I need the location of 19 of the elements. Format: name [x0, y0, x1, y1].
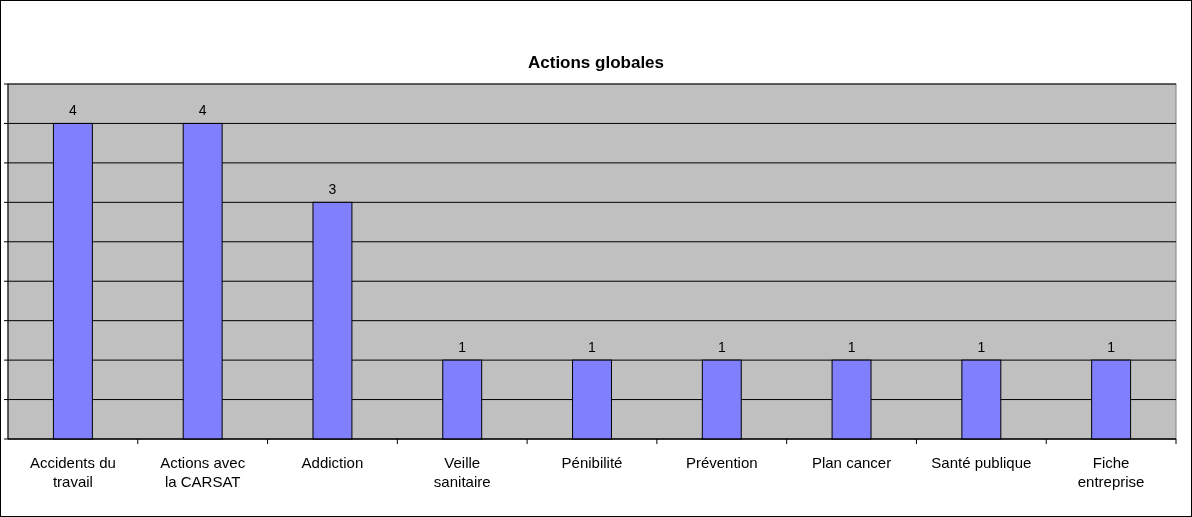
x-tick-label: Addiction [301, 454, 364, 471]
data-label: 4 [198, 102, 207, 119]
x-tick-label: Pénibilité [561, 454, 623, 471]
x-tick-label: Fiche entreprise [1077, 454, 1145, 490]
x-tick-label: Veille sanitaire [433, 454, 491, 490]
x-tick-label: Prévention [685, 454, 758, 471]
data-label: 1 [717, 339, 726, 356]
x-tick-label: Plan cancer [811, 454, 892, 471]
data-label: 1 [588, 339, 597, 356]
data-label: 4 [68, 102, 77, 119]
data-label: 1 [1107, 339, 1116, 356]
x-tick-label: Santé publique [931, 454, 1032, 471]
data-label: 1 [847, 339, 856, 356]
chart-title: Actions globales [527, 53, 665, 72]
data-label: 1 [977, 339, 986, 356]
data-label: 1 [458, 339, 467, 356]
data-label: 3 [328, 181, 337, 198]
x-tick-label: Actions avec la CARSAT [160, 454, 246, 490]
x-tick-label: Accidents du travail [29, 454, 116, 490]
